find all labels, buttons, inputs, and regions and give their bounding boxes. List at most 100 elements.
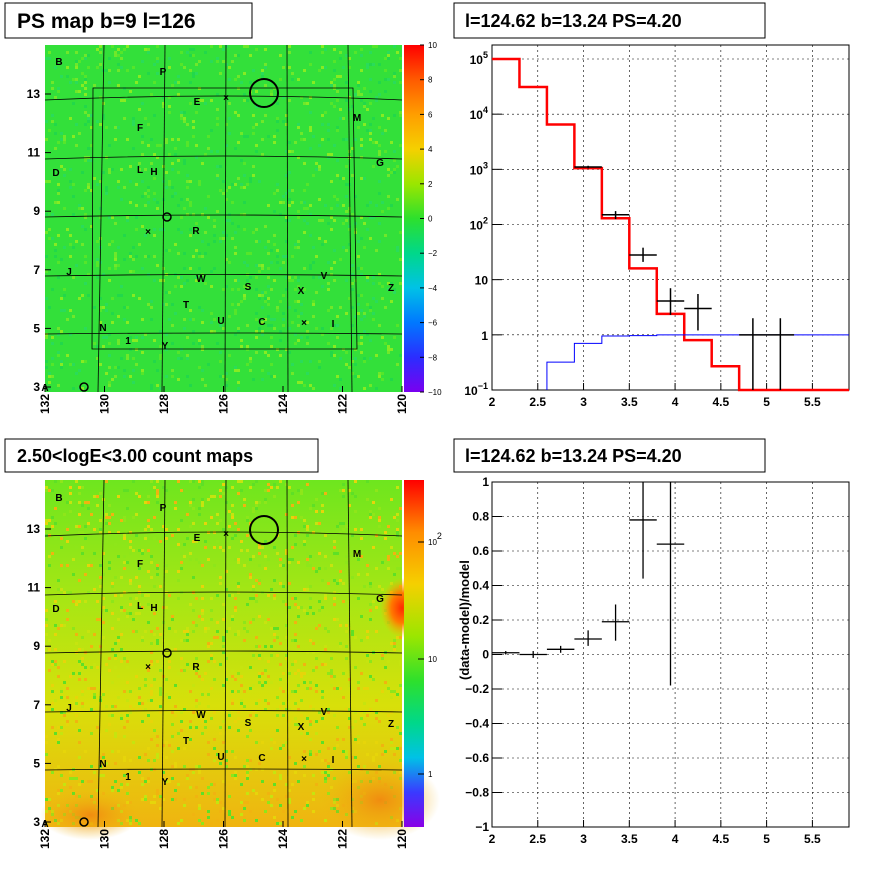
map-pixel xyxy=(120,576,123,579)
map-pixel xyxy=(123,306,126,309)
map-pixel xyxy=(207,816,210,819)
map-pixel xyxy=(216,540,219,543)
map-pixel xyxy=(396,324,399,327)
map-y-tick-label: 13 xyxy=(27,522,41,536)
map-pixel xyxy=(126,615,129,618)
map-pixel xyxy=(195,711,198,714)
map-pixel xyxy=(123,489,126,492)
map-pixel xyxy=(204,207,207,210)
map-pixel xyxy=(291,690,294,693)
map-pixel xyxy=(393,690,396,693)
map-pixel xyxy=(291,279,294,282)
map-pixel xyxy=(342,117,345,120)
map-pixel xyxy=(285,216,288,219)
map-pixel xyxy=(318,567,321,570)
map-pixel xyxy=(393,75,396,78)
ps-map-corner-marker xyxy=(79,382,89,392)
map-pixel xyxy=(186,375,189,378)
map-y-tick-label: 7 xyxy=(33,698,40,712)
map-pixel xyxy=(135,255,138,258)
map-pixel xyxy=(48,57,51,60)
map-pixel xyxy=(60,687,63,690)
map-pixel xyxy=(282,255,285,258)
map-pixel xyxy=(291,72,294,75)
map-pixel xyxy=(237,717,240,720)
map-pixel xyxy=(75,696,78,699)
map-pixel xyxy=(249,759,252,762)
map-pixel xyxy=(273,771,276,774)
map-pixel xyxy=(141,102,144,105)
map-pixel xyxy=(168,696,171,699)
map-pixel xyxy=(48,564,51,567)
map-pixel xyxy=(381,588,384,591)
map-pixel xyxy=(324,48,327,51)
map-pixel xyxy=(324,492,327,495)
map-pixel xyxy=(99,309,102,312)
map-pixel xyxy=(123,318,126,321)
map-pixel xyxy=(213,546,216,549)
map-pixel xyxy=(57,192,60,195)
map-pixel xyxy=(321,510,324,513)
map-pixel xyxy=(303,519,306,522)
ps-map-title: PS map b=9 l=126 xyxy=(17,10,196,33)
map-pixel xyxy=(63,714,66,717)
map-pixel xyxy=(318,750,321,753)
map-pixel xyxy=(222,741,225,744)
map-pixel xyxy=(297,780,300,783)
map-pixel xyxy=(348,726,351,729)
map-pixel xyxy=(354,720,357,723)
map-pixel xyxy=(120,609,123,612)
map-pixel xyxy=(84,111,87,114)
map-pixel xyxy=(198,771,201,774)
map-pixel xyxy=(243,690,246,693)
map-pixel xyxy=(366,333,369,336)
map-pixel xyxy=(360,69,363,72)
map-pixel xyxy=(129,336,132,339)
map-pixel xyxy=(270,738,273,741)
ps-colorbar-tick-label: 8 xyxy=(428,76,433,85)
map-pixel xyxy=(306,558,309,561)
map-pixel xyxy=(204,522,207,525)
map-pixel xyxy=(279,54,282,57)
map-pixel xyxy=(246,759,249,762)
map-pixel xyxy=(195,672,198,675)
map-pixel xyxy=(273,633,276,636)
map-pixel xyxy=(213,636,216,639)
map-pixel xyxy=(252,654,255,657)
source-label: F xyxy=(137,559,143,570)
map-pixel xyxy=(297,606,300,609)
map-pixel xyxy=(318,237,321,240)
map-pixel xyxy=(57,675,60,678)
map-pixel xyxy=(75,90,78,93)
map-pixel xyxy=(99,651,102,654)
map-pixel xyxy=(252,555,255,558)
map-pixel xyxy=(159,330,162,333)
map-pixel xyxy=(243,174,246,177)
map-pixel xyxy=(297,315,300,318)
map-pixel xyxy=(183,207,186,210)
map-pixel xyxy=(354,531,357,534)
map-pixel xyxy=(336,315,339,318)
map-pixel xyxy=(102,621,105,624)
ps-colorbar-tick-label: −4 xyxy=(428,284,438,293)
map-pixel xyxy=(336,90,339,93)
map-pixel xyxy=(153,177,156,180)
map-pixel xyxy=(366,66,369,69)
map-pixel xyxy=(354,357,357,360)
map-pixel xyxy=(78,531,81,534)
map-pixel xyxy=(117,495,120,498)
map-pixel xyxy=(216,630,219,633)
ps-map-cross-marker-2: × xyxy=(145,227,151,238)
map-pixel xyxy=(243,504,246,507)
map-pixel xyxy=(81,663,84,666)
map-pixel xyxy=(345,210,348,213)
residual-x-tick-label: 5 xyxy=(763,832,770,846)
map-pixel xyxy=(222,618,225,621)
map-pixel xyxy=(207,693,210,696)
map-pixel xyxy=(69,777,72,780)
map-pixel xyxy=(276,309,279,312)
map-pixel xyxy=(228,66,231,69)
map-pixel xyxy=(366,636,369,639)
ps-map-source-labels: BPEMFGDLHRJWSXVZTNUCI1YA xyxy=(41,57,394,394)
map-pixel xyxy=(252,69,255,72)
